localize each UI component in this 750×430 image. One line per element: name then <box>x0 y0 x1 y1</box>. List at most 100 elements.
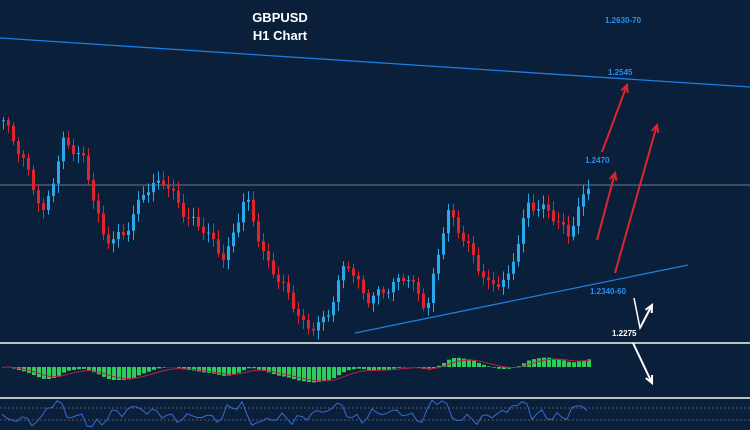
macd-bar <box>52 367 56 379</box>
candle-body <box>142 195 145 200</box>
candle-body <box>372 295 375 304</box>
candle-body <box>362 279 365 294</box>
candle-body <box>397 277 400 282</box>
macd-bar <box>482 364 486 367</box>
candle-body <box>112 239 115 244</box>
candle-body <box>552 210 555 222</box>
macd-bar <box>272 367 276 375</box>
label-pivot: 1.2470 <box>585 156 610 165</box>
candle-body <box>7 120 10 126</box>
macd-bar <box>332 367 336 379</box>
macd-bar <box>122 367 126 380</box>
macd-bar <box>552 358 556 367</box>
candle-body <box>367 293 370 304</box>
candle-body <box>567 224 570 237</box>
macd-bar <box>522 363 526 367</box>
candle-body <box>202 226 205 234</box>
macd-bar <box>147 367 151 372</box>
candle-body <box>87 155 90 181</box>
macd-bar <box>442 362 446 367</box>
macd-bar <box>472 360 476 367</box>
macd-bar <box>182 367 186 370</box>
candle-body <box>402 277 405 282</box>
macd-bar <box>322 367 326 381</box>
macd-bar <box>492 367 496 368</box>
candle-body <box>352 268 355 276</box>
candle-body <box>97 200 100 214</box>
candle-body <box>102 213 105 235</box>
macd-bar <box>467 359 471 367</box>
candle-body <box>377 289 380 296</box>
macd-bar <box>197 367 201 372</box>
candle-body <box>197 216 200 227</box>
macd-bar <box>327 367 331 380</box>
macd-bar <box>62 367 66 373</box>
candle-body <box>252 199 255 222</box>
candle-body <box>442 233 445 255</box>
macd-bar <box>187 367 191 371</box>
candle-body <box>457 217 460 233</box>
chart-title: GBPUSD <box>252 10 308 25</box>
macd-bar <box>247 367 251 369</box>
macd-bar <box>312 367 316 383</box>
scenario-arrow <box>639 304 653 329</box>
candle-body <box>507 273 510 280</box>
macd-bar <box>127 367 131 380</box>
macd-bar <box>102 367 106 377</box>
candle-body <box>497 284 500 288</box>
candle-body <box>547 204 550 211</box>
macd-bar <box>237 367 241 373</box>
macd-bar <box>252 367 256 369</box>
macd-bar <box>392 367 396 369</box>
macd-bar <box>32 367 36 376</box>
candle-body <box>12 125 15 142</box>
candle-body <box>117 232 120 240</box>
macd-bar <box>542 357 546 367</box>
candle-body <box>82 152 85 156</box>
macd-bar <box>547 357 551 367</box>
candle-body <box>502 279 505 288</box>
macd-bar <box>462 358 466 367</box>
macd-bar <box>372 367 376 371</box>
macd-bar <box>487 366 491 367</box>
macd-bar <box>447 359 451 367</box>
label-target-high: 1.2630-70 <box>605 16 642 25</box>
rsi-line <box>1 399 588 428</box>
macd-bar <box>67 367 71 371</box>
candle-body <box>412 279 415 282</box>
candle-body <box>122 232 125 236</box>
bullish-arrow-head <box>609 170 618 182</box>
candle-body <box>432 273 435 303</box>
candle-body <box>312 328 315 331</box>
macd-bar <box>567 361 571 367</box>
macd-bar <box>572 362 576 367</box>
candle-body <box>347 266 350 269</box>
macd-bar <box>152 367 156 370</box>
resistance-trendline <box>0 37 750 88</box>
candle-body <box>422 293 425 308</box>
macd-bar <box>502 367 506 369</box>
candle-body <box>337 280 340 302</box>
candle-body <box>157 180 160 183</box>
candle-body <box>67 137 70 146</box>
macd-bar <box>282 367 286 377</box>
candle-body <box>92 180 95 201</box>
candle-body <box>342 266 345 281</box>
macd-bar <box>582 360 586 367</box>
macd-bar <box>587 359 591 367</box>
candle-body <box>472 243 475 256</box>
macd-bar <box>162 367 166 368</box>
candle-body <box>417 281 420 294</box>
macd-bar <box>232 367 236 375</box>
bearish-arrow-head <box>645 374 654 386</box>
macd-bar <box>132 367 136 378</box>
macd-bar <box>212 367 216 374</box>
macd-bar <box>397 367 401 368</box>
candle-body <box>37 190 40 204</box>
candle-body <box>227 246 230 261</box>
macd-bar <box>157 367 161 369</box>
macd-bar <box>222 367 226 376</box>
candle-body <box>127 230 130 236</box>
